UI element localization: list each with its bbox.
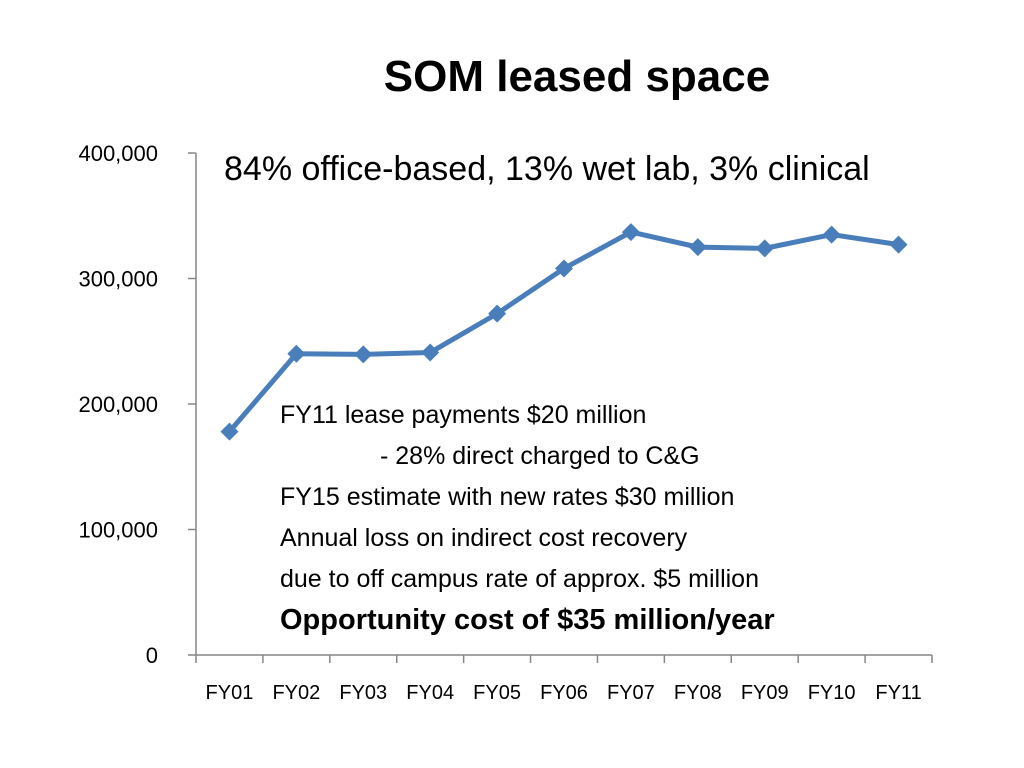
x-tick-label: FY08	[674, 682, 722, 704]
annotation-off-campus-rate: due to off campus rate of approx. $5 mil…	[280, 565, 759, 593]
data-point-marker	[488, 304, 507, 323]
annotation-fy15-estimate: FY15 estimate with new rates $30 million	[280, 483, 735, 511]
x-tick-label: FY02	[272, 682, 320, 704]
x-tick-label: FY11	[875, 682, 921, 704]
data-point-marker	[220, 422, 239, 441]
x-tick-label: FY09	[741, 682, 789, 704]
data-point-marker	[822, 225, 841, 244]
annotation-annual-loss: Annual loss on indirect cost recovery	[280, 524, 688, 552]
data-point-marker	[354, 345, 373, 364]
y-tick-label: 200,000	[78, 392, 158, 417]
data-point-marker	[688, 238, 707, 257]
annotation-direct-charged: - 28% direct charged to C&G	[380, 442, 700, 470]
data-point-marker	[555, 259, 573, 278]
data-point-marker	[287, 344, 306, 363]
annotation-lease-payments: FY11 lease payments $20 million	[280, 401, 647, 429]
annotation-block: FY11 lease payments $20 million - 28% di…	[280, 395, 775, 641]
x-tick-label: FY10	[808, 682, 856, 704]
x-tick-label: FY04	[406, 682, 454, 704]
chart-title: SOM leased space	[383, 52, 771, 101]
data-point-marker	[889, 235, 908, 254]
x-tick-label: FY05	[473, 682, 521, 704]
x-tick-label: FY06	[540, 682, 588, 704]
chart-subtitle: 84% office-based, 13% wet lab, 3% clinic…	[224, 150, 870, 188]
y-tick-label: 300,000	[78, 267, 158, 292]
x-tick-label: FY01	[206, 682, 254, 704]
y-tick-label: 400,000	[78, 141, 158, 166]
data-point-marker	[755, 239, 774, 258]
annotation-opportunity-cost: Opportunity cost of $35 million/year	[280, 604, 775, 636]
y-tick-label: 0	[146, 643, 158, 668]
x-tick-label: FY07	[607, 682, 655, 704]
data-point-marker	[621, 223, 640, 242]
y-tick-label: 100,000	[78, 518, 158, 543]
x-tick-label: FY03	[339, 682, 387, 704]
data-point-marker	[421, 343, 440, 362]
